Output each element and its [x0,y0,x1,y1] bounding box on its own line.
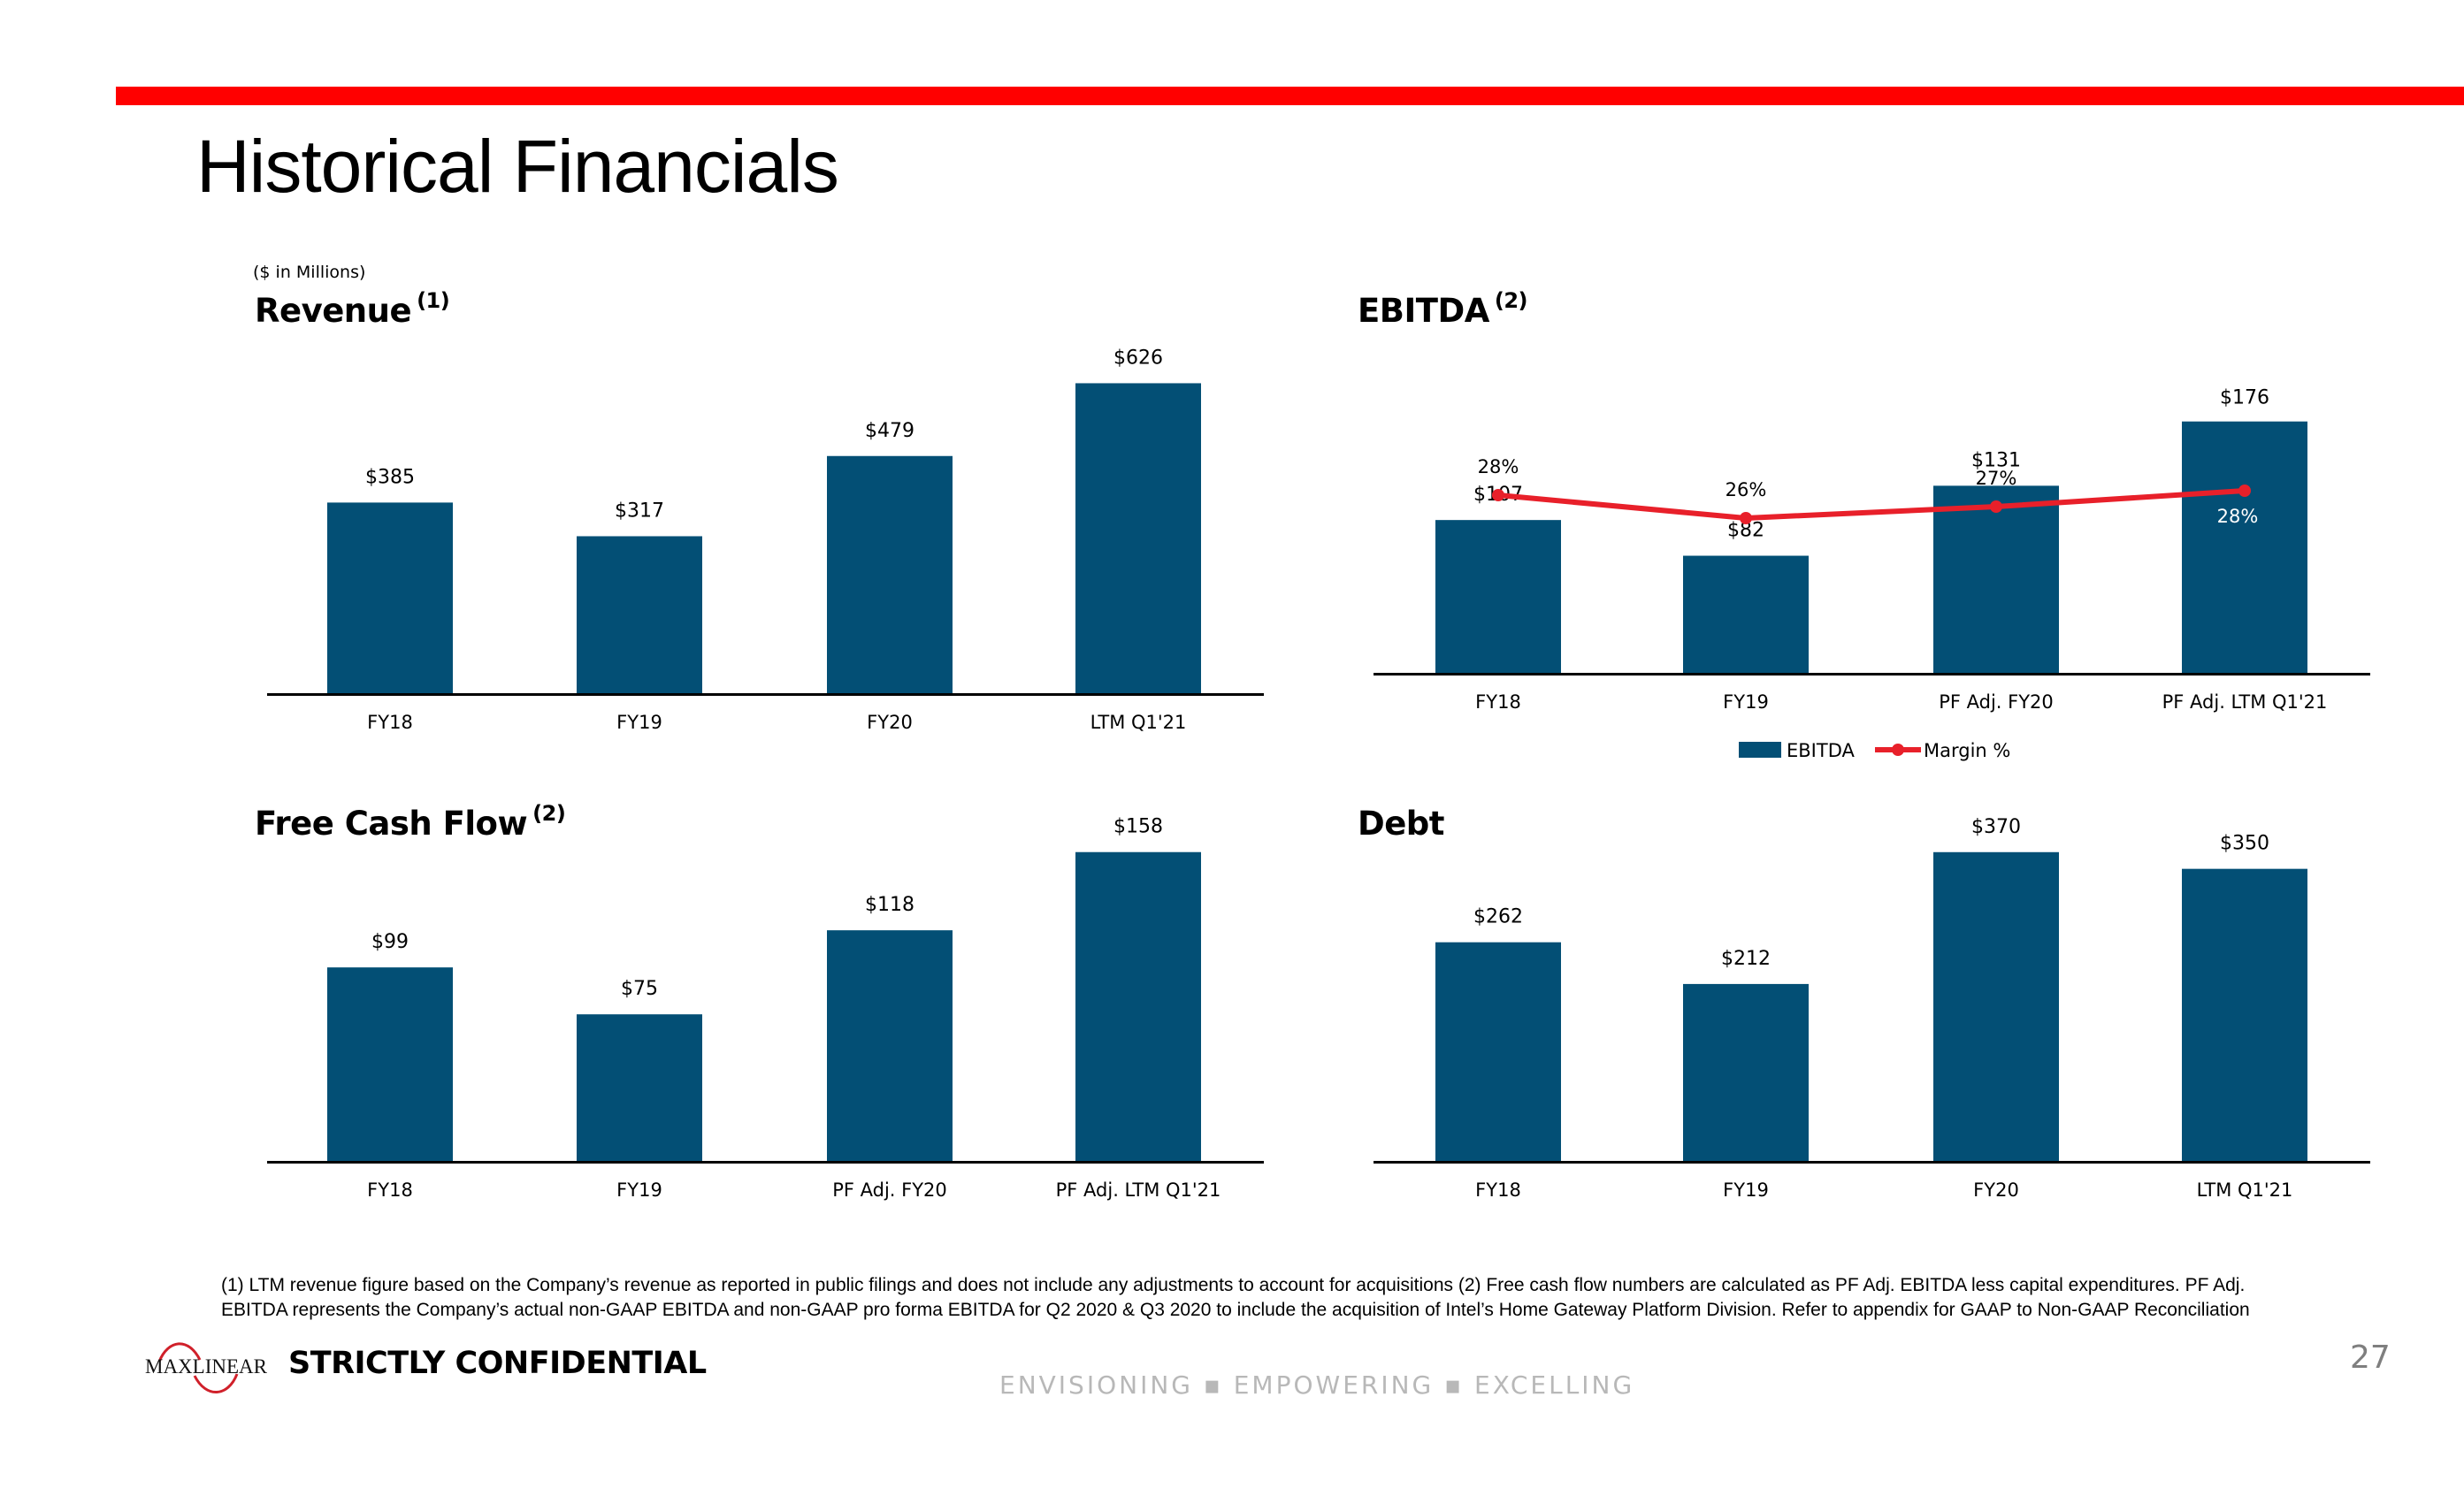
ebitda-margin-label: 26% [1726,479,1767,500]
fcf-value-label: $75 [621,978,658,1000]
logo-swoosh-icon: MAXLINEAR [145,1342,268,1393]
debt-value-label: $212 [1721,948,1771,970]
revenue-bar [1075,383,1201,693]
debt-value-label: $350 [2220,833,2269,855]
debt-value-label: $370 [1971,816,2021,838]
ebitda-value-label: $176 [2220,387,2269,409]
fcf-bar [1075,851,1201,1161]
ebitda-bar [1683,555,1809,673]
ebitda-title: EBITDA (2) [1358,288,1527,330]
units-note: ($ in Millions) [253,263,366,282]
ebitda-margin-point [1740,512,1752,524]
fcf-value-label: $118 [865,894,914,916]
revenue-value-label: $626 [1113,347,1163,369]
debt-bar [2182,868,2307,1161]
fcf-category-label: PF Adj. FY20 [832,1179,947,1201]
revenue-footnote-ref: (1) [417,288,450,313]
fcf-footnote-ref: (2) [532,801,566,826]
footnote-line-1: (1) LTM revenue figure based on the Comp… [221,1275,2246,1295]
header-accent-bar [116,87,2464,105]
fcf-bar [577,1014,702,1161]
revenue-category-label: LTM Q1'21 [1090,712,1187,733]
ebitda-category-label: FY18 [1475,691,1521,713]
page-number: 27 [2350,1340,2391,1376]
debt-bar [1683,983,1809,1161]
debt-title-text: Debt [1358,805,1444,843]
debt-category-label: FY18 [1475,1179,1521,1201]
confidential-label: STRICTLY CONFIDENTIAL [288,1346,707,1381]
revenue-title-text: Revenue [255,292,412,330]
footnote-line-2: EBITDA represents the Company’s actual n… [221,1300,2250,1320]
ebitda-category-label: PF Adj. FY20 [1939,691,2054,713]
ebitda-margin-line [1497,488,2246,521]
legend-margin-label: Margin % [1924,740,2010,761]
fcf-bar [327,967,453,1161]
fcf-title: Free Cash Flow (2) [255,801,566,843]
revenue-bar [577,536,702,693]
ebitda-category-label: PF Adj. LTM Q1'21 [2162,691,2328,713]
maxlinear-logo: MAXLINEAR [140,1335,272,1397]
debt-value-label: $262 [1473,906,1523,928]
debt-category-label: FY20 [1973,1179,2019,1201]
fcf-bar [827,930,953,1161]
revenue-category-label: FY20 [867,712,913,733]
fcf-category-label: PF Adj. LTM Q1'21 [1056,1179,1221,1201]
legend-ebitda-swatch [1739,742,1781,758]
revenue-bar [327,502,453,693]
revenue-title: Revenue (1) [255,288,450,330]
legend-margin-marker [1892,744,1904,756]
legend-ebitda-label: EBITDA [1787,740,1855,761]
revenue-value-label: $385 [365,466,415,488]
ebitda-value-label: $131 [1971,449,2021,471]
debt-category-label: LTM Q1'21 [2197,1179,2293,1201]
ebitda-margin-point [1990,500,2002,513]
debt-title: Debt [1358,805,1444,843]
ebitda-bar [1933,485,2059,673]
footnote: (1) LTM revenue figure based on the Comp… [221,1273,2388,1323]
ebitda-margin-label: 28% [1478,456,1519,477]
fcf-value-label: $99 [371,931,409,953]
revenue-bar [827,455,953,693]
debt-category-label: FY19 [1723,1179,1769,1201]
ebitda-margin-point [2238,485,2251,497]
revenue-value-label: $317 [615,500,664,522]
ebitda-title-text: EBITDA [1358,292,1489,330]
revenue-value-label: $479 [865,420,914,442]
fcf-value-label: $158 [1113,816,1163,838]
debt-bar [1933,851,2059,1161]
ebitda-margin-label: 28% [2217,506,2259,527]
debt-bar [1435,942,1561,1161]
ebitda-bar [2182,421,2307,673]
ebitda-bar [1435,520,1561,673]
revenue-category-label: FY18 [367,712,413,733]
ebitda-category-label: FY19 [1723,691,1769,713]
fcf-category-label: FY19 [616,1179,662,1201]
tagline: ENVISIONING ▪ EMPOWERING ▪ EXCELLING [999,1370,1635,1400]
ebitda-margin-point [1492,489,1504,501]
page-title: Historical Financials [196,125,839,208]
ebitda-footnote-ref: (2) [1494,288,1528,313]
fcf-category-label: FY18 [367,1179,413,1201]
ebitda-margin-label: 27% [1976,468,2017,489]
logo-text: MAXLINEAR [145,1355,268,1378]
fcf-title-text: Free Cash Flow [255,805,528,843]
revenue-category-label: FY19 [616,712,662,733]
